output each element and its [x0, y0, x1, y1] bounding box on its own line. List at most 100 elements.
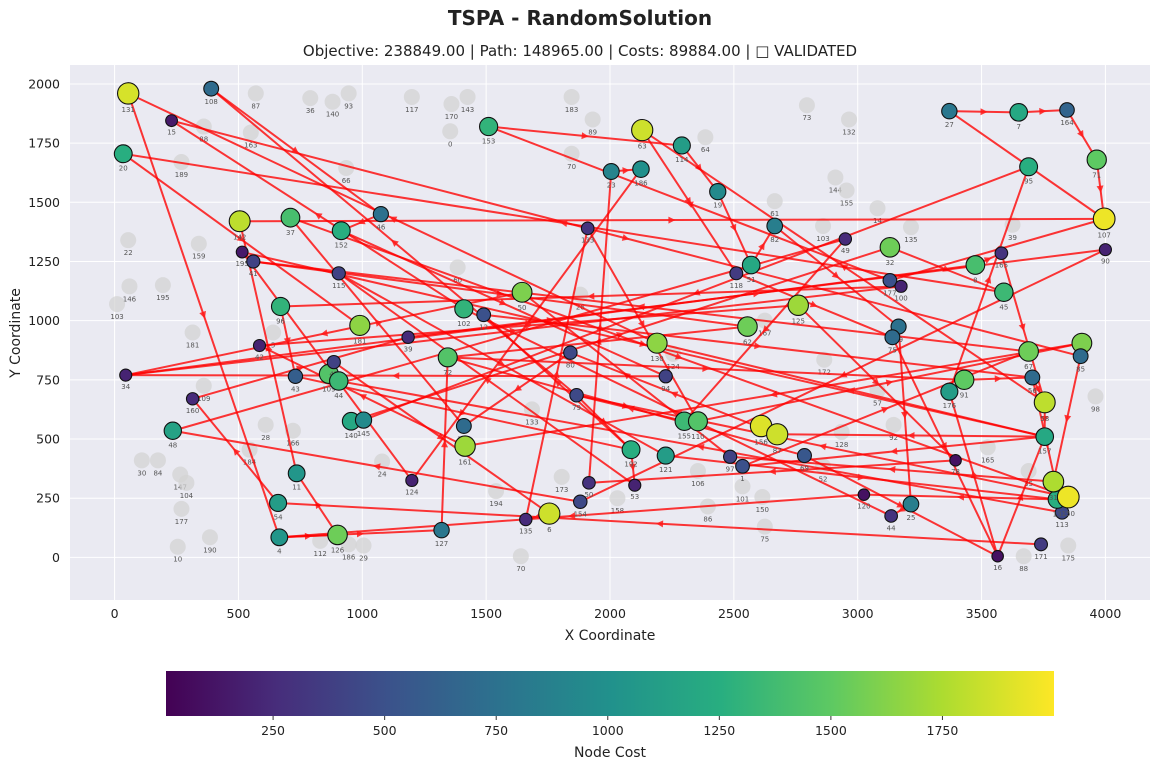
selected-node-label: 90 — [1101, 258, 1110, 266]
unselected-node — [1015, 548, 1032, 565]
selected-node-label: 4 — [277, 548, 282, 556]
edge-arrow — [898, 505, 906, 512]
unselected-node-label: 87 — [251, 102, 260, 110]
unselected-node — [756, 518, 773, 535]
unselected-node-label: 66 — [342, 177, 351, 185]
selected-node-label: 155 — [678, 432, 691, 440]
selected-node-label: 48 — [168, 441, 177, 449]
selected-node — [405, 473, 419, 488]
selected-node-label: 107 — [1097, 232, 1110, 240]
selected-node — [329, 371, 349, 391]
unselected-node-label: 10 — [173, 556, 182, 564]
edge-arrow — [524, 319, 532, 328]
edge-arrow — [696, 443, 705, 451]
selected-node — [252, 338, 267, 353]
unselected-node-label: 30 — [137, 469, 146, 477]
selected-node — [741, 255, 761, 275]
unselected-node — [609, 490, 626, 507]
selected-node — [165, 114, 178, 128]
selected-node-label: 39 — [404, 345, 413, 353]
selected-node-label: 42 — [255, 354, 264, 362]
y-tick-label: 1750 — [28, 136, 60, 151]
selected-node — [538, 502, 561, 525]
unselected-node — [109, 296, 126, 313]
selected-node — [940, 382, 959, 401]
unselected-node-label: 181 — [186, 342, 199, 350]
selected-node — [1009, 103, 1029, 122]
edge-arrow — [896, 501, 905, 508]
unselected-node-label: 155 — [840, 199, 853, 207]
x-tick-label: 1000 — [346, 606, 378, 621]
selected-node — [1098, 243, 1112, 257]
unselected-node — [340, 85, 357, 102]
unselected-node-label: 165 — [981, 456, 994, 464]
y-tick-label: 1500 — [28, 195, 60, 210]
edge-arrow — [391, 239, 399, 247]
selected-node-label: 46 — [376, 224, 385, 232]
edge-arrow — [871, 377, 880, 386]
unselected-node — [149, 452, 166, 469]
selected-node — [838, 232, 853, 246]
selected-node — [902, 495, 920, 513]
unselected-node-label: 88 — [199, 136, 208, 144]
selected-node — [113, 144, 133, 164]
selected-node-label: 109 — [322, 385, 335, 393]
colorbar-tick-label: 250 — [261, 723, 285, 738]
selected-node — [735, 458, 750, 474]
unselected-node-label: 175 — [1062, 555, 1075, 563]
selected-node — [519, 512, 533, 527]
unselected-node — [697, 129, 714, 146]
selected-node-label: 80 — [566, 361, 575, 369]
selected-node — [287, 464, 306, 483]
x-tick-label: 0 — [111, 606, 119, 621]
unselected-node — [734, 478, 751, 495]
selected-node — [672, 136, 691, 155]
y-tick-label: 1000 — [28, 313, 60, 328]
unselected-node-label: 163 — [244, 141, 257, 149]
selected-node-label: 102 — [457, 320, 470, 328]
edge-arrow — [754, 342, 762, 350]
edge-arrow — [809, 300, 818, 308]
selected-node-label: 160 — [186, 407, 199, 415]
colorbar-tick-label: 750 — [484, 723, 508, 738]
selected-node-label: 125 — [792, 317, 805, 325]
y-tick-label: 750 — [36, 372, 60, 387]
selected-node-label: 115 — [332, 282, 345, 290]
unselected-node — [403, 88, 420, 105]
selected-node-label: 121 — [659, 466, 672, 474]
selected-node — [401, 330, 415, 344]
edge-arrow — [622, 167, 630, 175]
unselected-node-label: 89 — [588, 128, 597, 136]
chart-title: TSPA - RandomSolution — [448, 6, 712, 30]
unselected-node — [798, 97, 815, 114]
unselected-node-label: 61 — [770, 210, 779, 218]
selected-node-label: 41 — [249, 270, 258, 278]
edge-arrow — [984, 275, 992, 284]
x-tick-label: 1500 — [470, 606, 502, 621]
unselected-node — [201, 529, 218, 546]
unselected-node-label: 128 — [835, 441, 848, 449]
selected-node-label: 1 — [740, 475, 744, 483]
unselected-node — [459, 88, 476, 105]
edge-arrow — [638, 320, 645, 328]
selected-node-label: 161 — [458, 458, 471, 466]
edge-arrow — [1018, 323, 1026, 332]
unselected-node-label: 101 — [736, 495, 749, 503]
selected-node — [476, 307, 492, 323]
selected-node-label: 16 — [993, 564, 1002, 572]
unselected-node-label: 109 — [197, 395, 210, 403]
selected-node — [766, 217, 784, 235]
selected-node-label: 85 — [1076, 366, 1085, 374]
selected-node-label: 51 — [747, 276, 756, 284]
unselected-node-label: 14 — [873, 217, 882, 225]
unselected-node-label: 150 — [756, 506, 769, 514]
edge-arrow — [729, 223, 737, 232]
selected-node-label: 34 — [121, 383, 130, 391]
selected-node-label: 130 — [650, 355, 663, 363]
unselected-node-label: 173 — [555, 486, 568, 494]
edge-arrow — [890, 447, 898, 455]
unselected-node-label: 88 — [1019, 565, 1028, 573]
selected-node-label: 110 — [691, 433, 704, 441]
unselected-node — [449, 259, 466, 276]
